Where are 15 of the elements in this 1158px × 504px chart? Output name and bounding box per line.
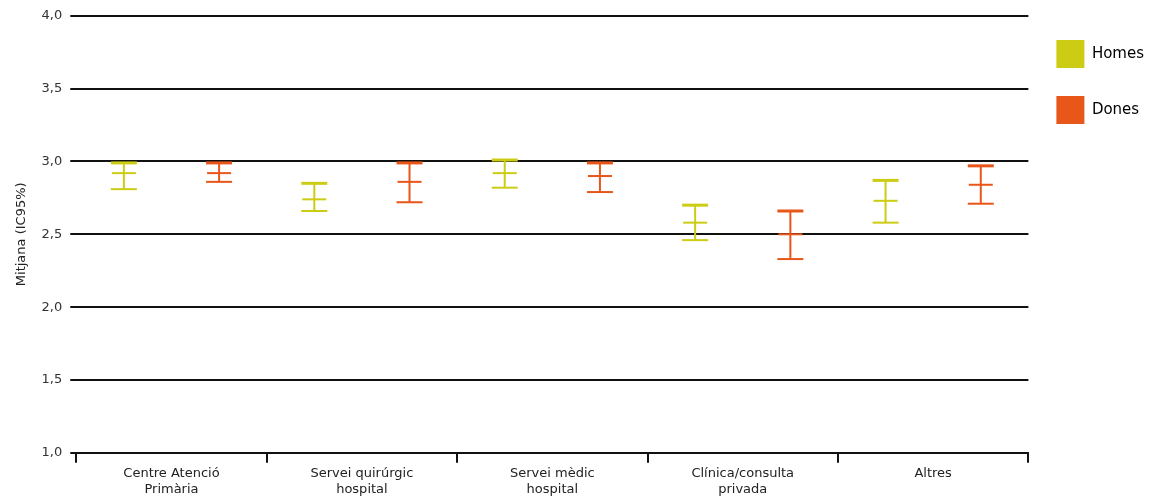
y-tick-label: 2,5 — [41, 225, 63, 241]
y-tick-label: 1,5 — [41, 371, 63, 387]
y-tick-label: 1,0 — [41, 444, 63, 460]
y-tick-label: 3,5 — [41, 80, 63, 96]
x-tick-label: Servei quirúrgic hospital — [310, 464, 414, 496]
y-tick-label: 4,0 — [41, 7, 63, 23]
y-tick-label: 3,0 — [41, 152, 63, 168]
legend-label: Dones — [1091, 99, 1140, 118]
x-tick-label: Altres — [914, 464, 953, 480]
y-axis-title: Mitjana (IC95%) — [13, 182, 29, 287]
x-tick-label: Centre Atenció Primària — [123, 464, 220, 496]
x-tick-label: Clínica/consulta privada — [691, 464, 795, 496]
legend-label: Homes — [1091, 43, 1145, 62]
y-tick-label: 2,0 — [41, 298, 63, 314]
x-tick-label: Servei mèdic hospital — [509, 464, 595, 496]
